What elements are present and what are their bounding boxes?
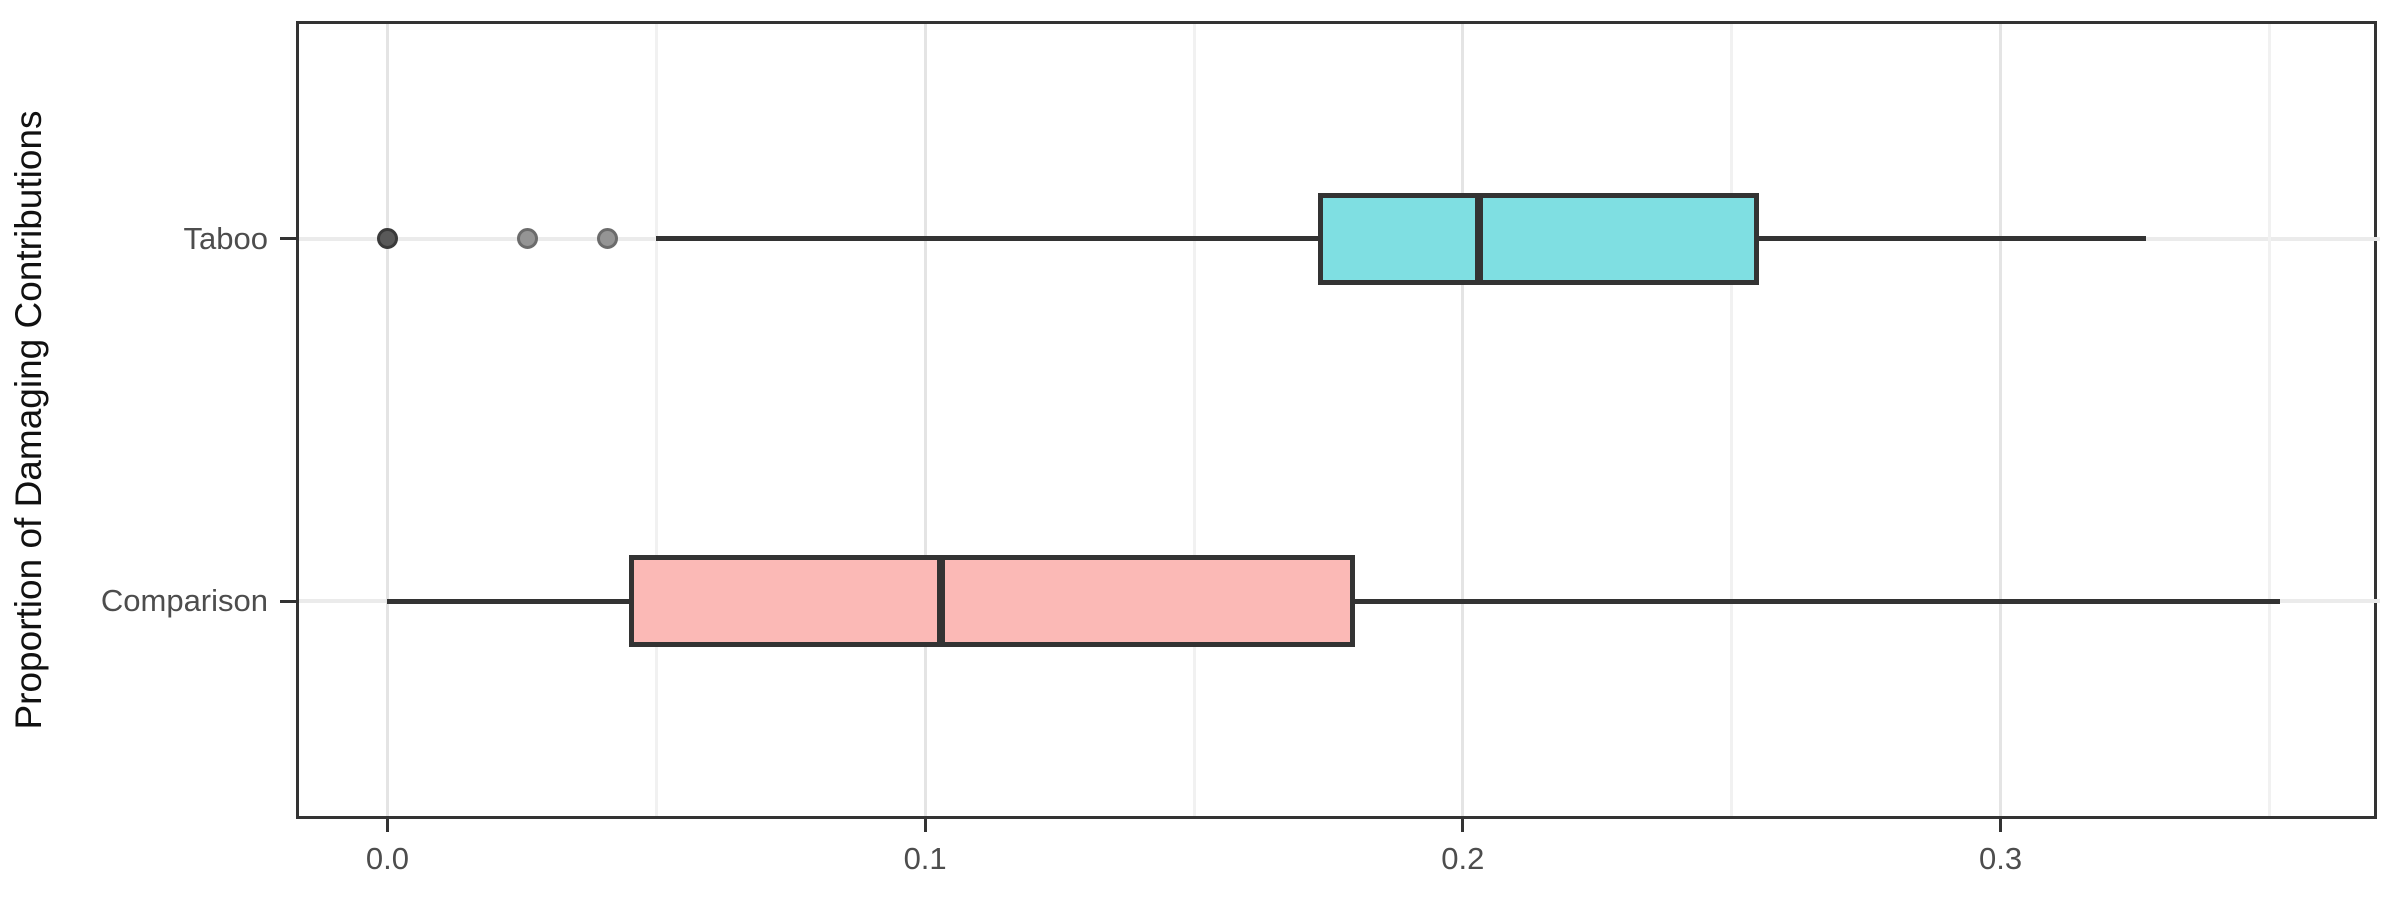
outlier-point-taboo xyxy=(597,228,619,250)
outlier-point-taboo xyxy=(376,228,398,250)
y-category-label-comparison: Comparison xyxy=(100,583,268,619)
whisker-left-comparison xyxy=(387,598,630,604)
median-taboo xyxy=(1474,192,1483,285)
y-axis-tick xyxy=(280,237,296,241)
x-axis-tick-label: 0.3 xyxy=(1979,841,2023,876)
gridline-minor xyxy=(2267,24,2271,816)
y-axis-tick xyxy=(280,599,296,603)
outlier-point-taboo xyxy=(516,228,538,250)
y-axis-title: Proportion of Damaging Contributions xyxy=(8,110,49,730)
y-category-label-taboo: Taboo xyxy=(183,220,268,256)
x-axis-tick xyxy=(1461,819,1465,832)
gridline-minor xyxy=(1730,24,1734,816)
gridline-major xyxy=(923,24,927,816)
whisker-right-taboo xyxy=(1758,236,2146,242)
gridline-minor xyxy=(654,24,658,816)
plot-panel xyxy=(296,21,2380,819)
x-axis-tick xyxy=(923,819,927,832)
box-taboo xyxy=(1317,192,1759,285)
x-axis-tick-label: 0.1 xyxy=(903,841,947,876)
gridline-minor xyxy=(1192,24,1196,816)
x-axis-tick-label: 0.2 xyxy=(1441,841,1485,876)
box-comparison xyxy=(629,555,1356,648)
gridline-major xyxy=(1461,24,1465,816)
gridline-major xyxy=(1999,24,2003,816)
median-comparison xyxy=(937,555,946,648)
whisker-right-comparison xyxy=(1355,598,2281,604)
x-axis-tick xyxy=(385,819,389,832)
whisker-left-taboo xyxy=(656,236,1318,242)
gridline-major xyxy=(385,24,389,816)
x-axis-tick-label: 0.0 xyxy=(365,841,409,876)
x-axis-tick xyxy=(1999,819,2003,832)
